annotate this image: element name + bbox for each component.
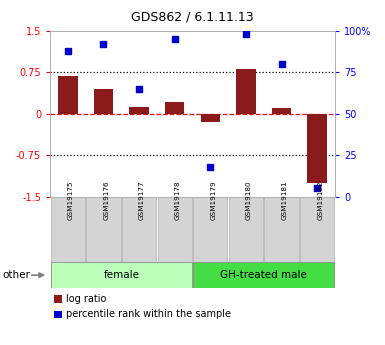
Text: GSM19182: GSM19182 — [317, 180, 323, 220]
Bar — [201, 114, 220, 122]
Point — [65, 48, 71, 54]
Point — [243, 32, 249, 37]
Bar — [264, 197, 299, 262]
Text: GSM19179: GSM19179 — [210, 180, 216, 220]
Bar — [58, 76, 78, 114]
Text: GSM19181: GSM19181 — [281, 180, 288, 220]
Point — [172, 37, 178, 42]
Bar — [300, 197, 334, 262]
Point — [314, 186, 320, 191]
Bar — [129, 107, 149, 114]
Bar — [236, 69, 256, 114]
Point — [100, 41, 107, 47]
Bar — [193, 262, 334, 288]
Bar — [272, 108, 291, 114]
Text: GSM19175: GSM19175 — [68, 180, 74, 220]
Text: GSM19178: GSM19178 — [175, 180, 181, 220]
Text: percentile rank within the sample: percentile rank within the sample — [66, 309, 231, 319]
Bar — [229, 197, 263, 262]
Bar — [157, 197, 192, 262]
Bar — [94, 89, 113, 114]
Text: GSM19180: GSM19180 — [246, 180, 252, 220]
Text: female: female — [103, 270, 139, 280]
Text: other: other — [2, 270, 30, 280]
Bar — [86, 197, 121, 262]
Bar — [193, 197, 228, 262]
Bar — [51, 197, 85, 262]
Text: GDS862 / 6.1.11.13: GDS862 / 6.1.11.13 — [131, 10, 254, 23]
Point — [278, 61, 285, 67]
Text: GSM19176: GSM19176 — [104, 180, 109, 220]
Bar — [307, 114, 327, 183]
Text: GH-treated male: GH-treated male — [220, 270, 307, 280]
Point — [207, 164, 213, 170]
Text: log ratio: log ratio — [66, 294, 107, 304]
Text: GSM19177: GSM19177 — [139, 180, 145, 220]
Bar — [122, 197, 156, 262]
Bar — [51, 262, 192, 288]
Bar — [165, 102, 184, 114]
Point — [136, 86, 142, 92]
